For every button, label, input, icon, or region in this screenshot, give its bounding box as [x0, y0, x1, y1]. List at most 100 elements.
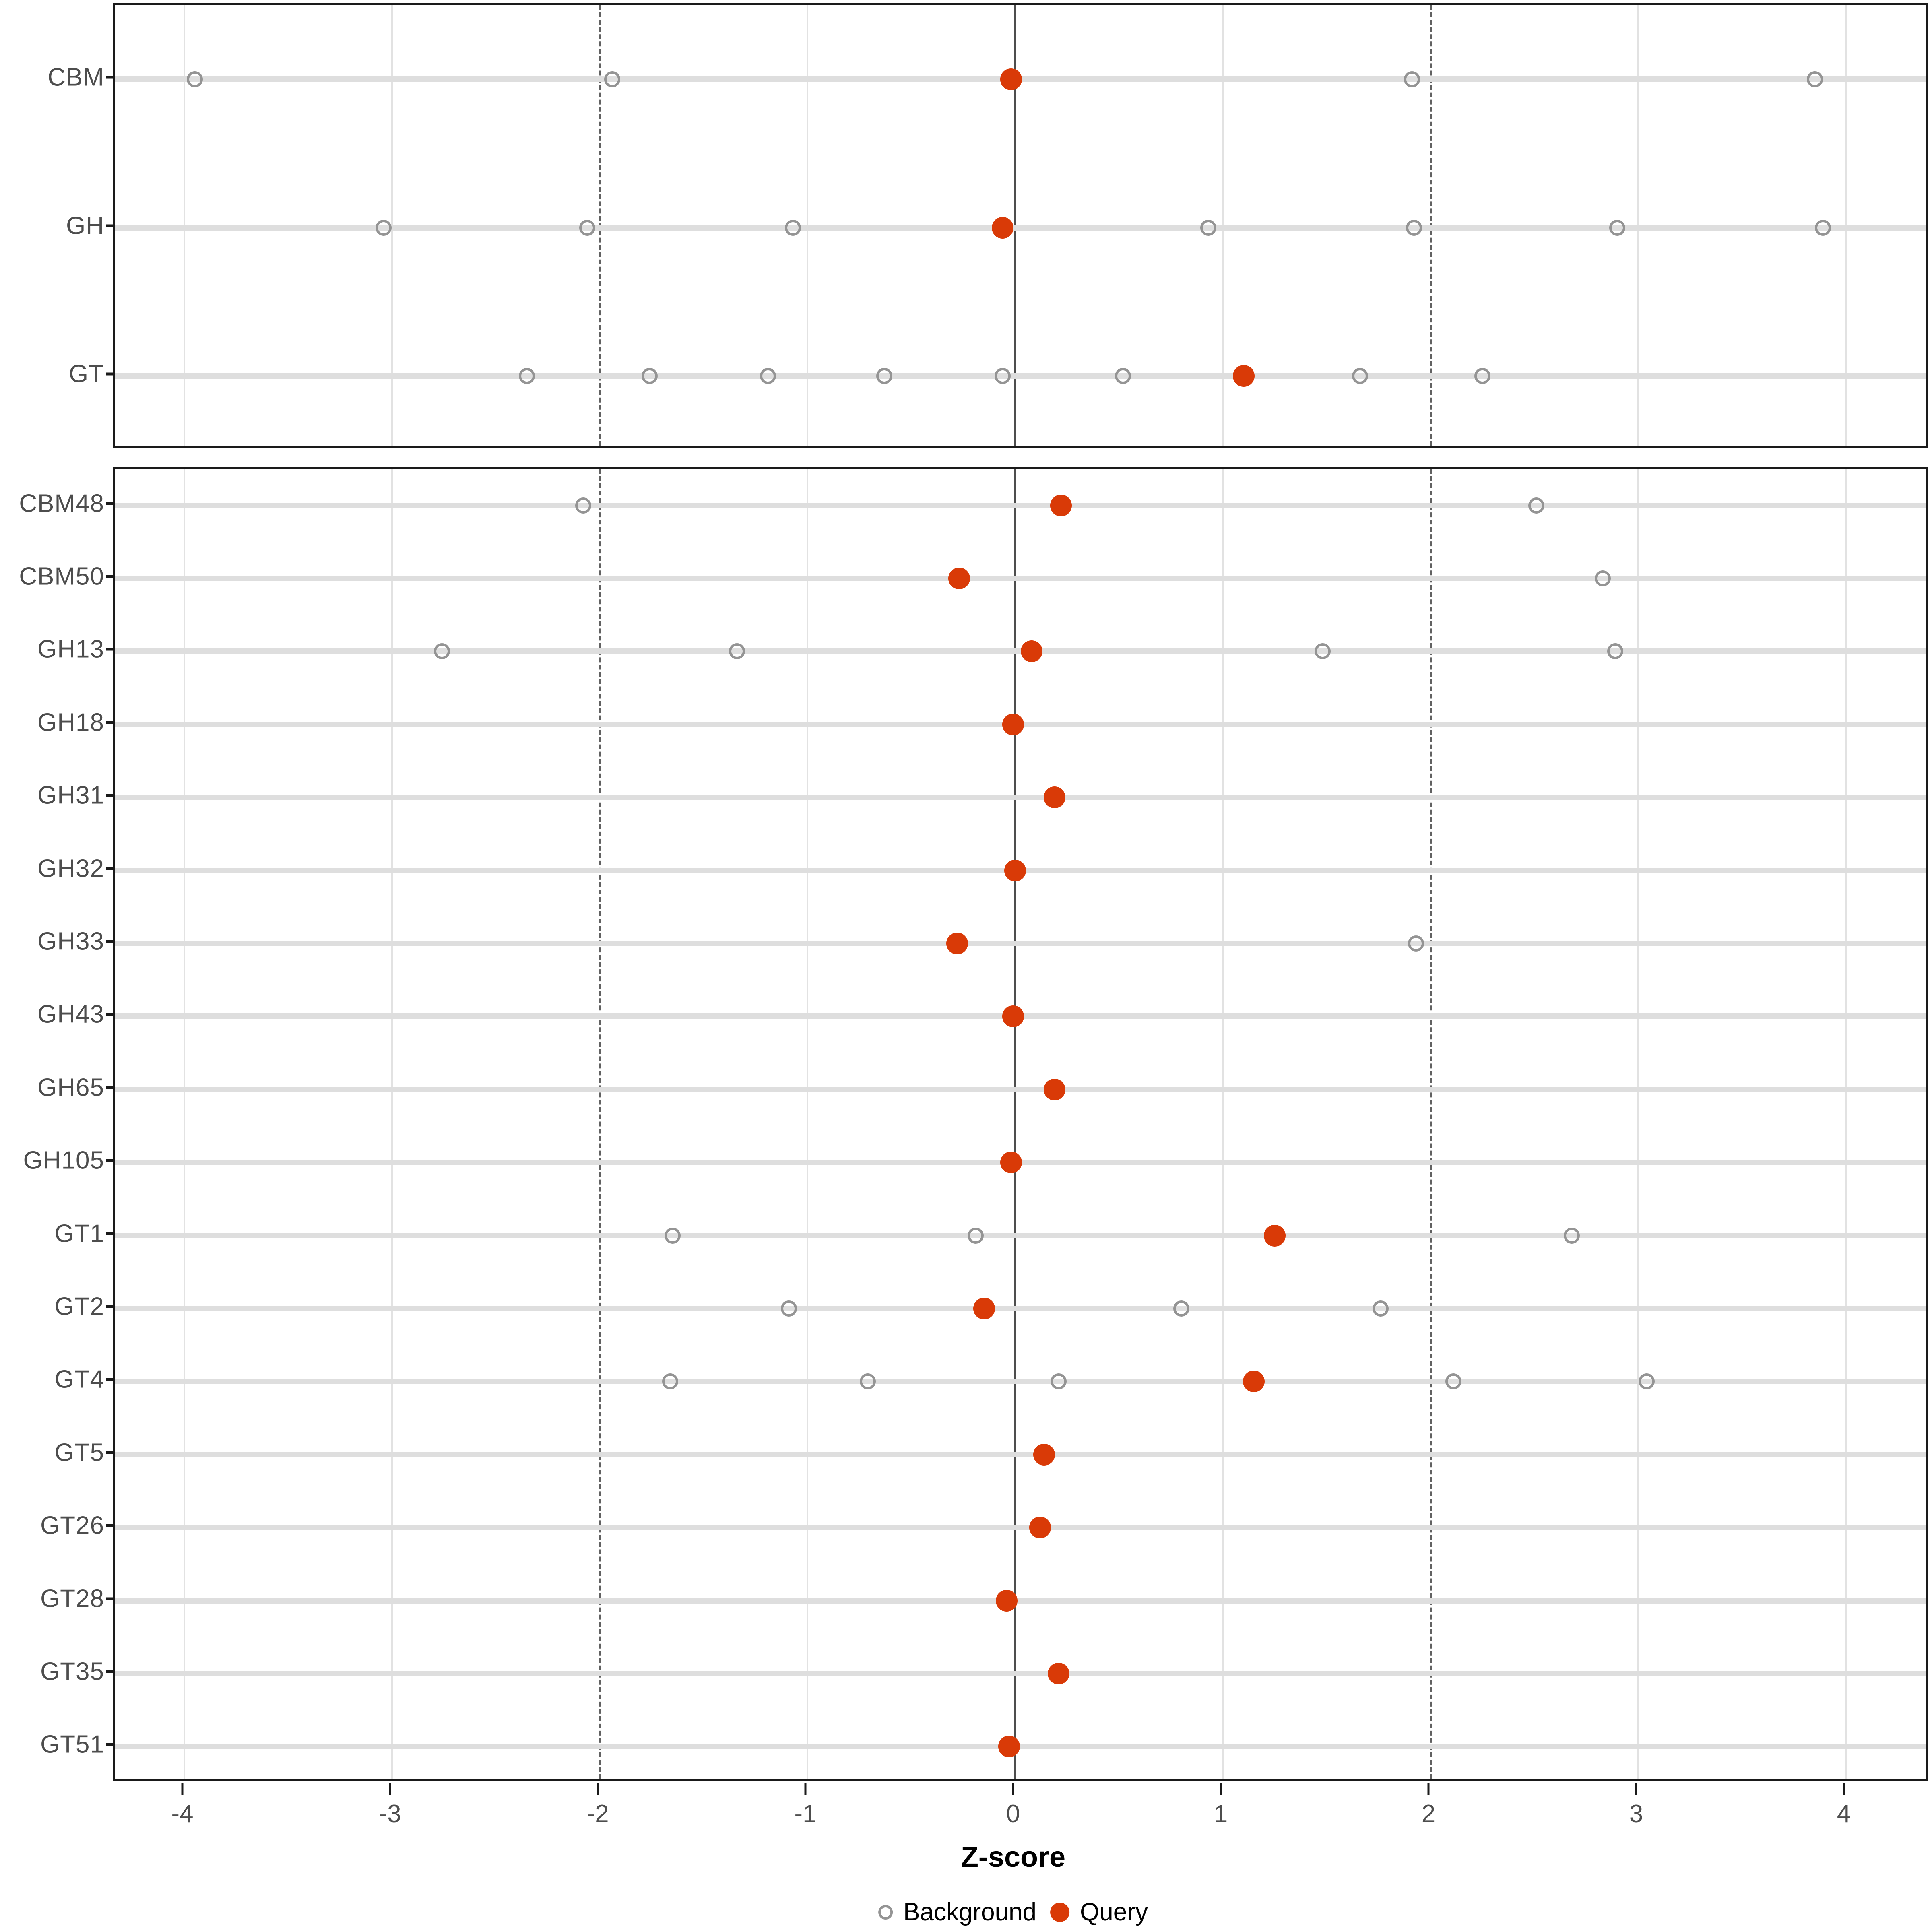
x-axis-tick-0: [1012, 1783, 1014, 1795]
x-axis-tick-label--2: -2: [586, 1800, 609, 1828]
cazyme-family-plot-area: [115, 469, 1926, 1779]
background-point-CBM: [186, 71, 203, 88]
y-axis-label-GT2: GT2: [54, 1292, 104, 1321]
background-point-GT: [760, 367, 776, 384]
y-axis-label-GH105: GH105: [23, 1146, 104, 1174]
gridline-z0: [1014, 469, 1016, 1779]
query-point-GT28: [996, 1589, 1018, 1612]
background-point-CBM48: [1528, 497, 1545, 514]
background-point-CBM: [1806, 71, 1823, 88]
background-point-GT2: [780, 1300, 797, 1317]
legend-item-query[interactable]: Query: [1050, 1898, 1148, 1926]
row-band-GH31: [115, 795, 1926, 801]
query-point-GT35: [1048, 1662, 1070, 1684]
x-axis-tick-label-0: 0: [1006, 1800, 1020, 1828]
background-point-GT: [876, 367, 892, 384]
legend-item-background[interactable]: Background: [878, 1898, 1036, 1926]
y-axis-tick-GT: [106, 372, 113, 376]
x-axis-tick-2: [1427, 1783, 1430, 1795]
background-point-GT4: [859, 1373, 876, 1390]
row-band-GH: [115, 225, 1926, 231]
background-point-GH13: [1314, 643, 1331, 660]
y-axis-label-GH: GH: [66, 212, 104, 239]
gridline-z-1: [807, 469, 808, 1779]
x-axis-tick-label-3: 3: [1629, 1800, 1643, 1828]
x-axis-tick--3: [389, 1783, 391, 1795]
y-axis-label-GH43: GH43: [37, 1000, 104, 1028]
chart-legend: Background Query: [878, 1898, 1148, 1926]
y-axis-tick-CBM: [106, 76, 113, 79]
x-axis-tick-label-4: 4: [1837, 1800, 1851, 1828]
background-point-GH: [1406, 219, 1422, 236]
query-point-GH18: [1002, 713, 1024, 735]
x-axis-tick-label-1: 1: [1214, 1800, 1228, 1828]
background-point-GT4: [1051, 1373, 1067, 1390]
gridline-z3: [1637, 469, 1639, 1779]
y-axis-label-CBM: CBM: [47, 63, 104, 91]
y-axis-tick-GT2: [106, 1305, 113, 1308]
y-axis-label-GT35: GT35: [40, 1657, 104, 1686]
y-axis-label-GH32: GH32: [37, 855, 104, 883]
x-axis-tick--1: [804, 1783, 807, 1795]
query-point-GT1: [1264, 1224, 1286, 1247]
row-band-GH33: [115, 941, 1926, 947]
x-axis-tick-label--3: -3: [379, 1800, 401, 1828]
background-point-GT2: [1373, 1300, 1389, 1317]
query-point-GT5: [1033, 1443, 1055, 1466]
y-axis-tick-GH33: [106, 940, 113, 943]
cazyme-family-panel: [113, 467, 1928, 1781]
background-point-GT4: [662, 1373, 679, 1390]
y-axis-label-GH65: GH65: [37, 1073, 104, 1102]
y-axis-tick-GH18: [106, 721, 113, 724]
query-point-GT26: [1029, 1517, 1051, 1539]
x-axis-tick-4: [1843, 1783, 1845, 1795]
row-band-GH65: [115, 1086, 1926, 1092]
y-axis-label-GT51: GT51: [40, 1730, 104, 1759]
y-axis-tick-CBM50: [106, 575, 113, 578]
y-axis-label-GH18: GH18: [37, 708, 104, 737]
background-point-GT: [995, 367, 1011, 384]
cazyme-class-plot-area: [115, 5, 1926, 446]
query-point-GT2: [973, 1297, 995, 1319]
background-point-GT4: [1445, 1373, 1461, 1390]
query-point-CBM50: [948, 568, 970, 590]
x-axis-tick-3: [1635, 1783, 1637, 1795]
cazyme-class-panel: [113, 3, 1928, 448]
y-axis-label-GH13: GH13: [37, 635, 104, 663]
query-point-GH13: [1021, 640, 1043, 663]
background-point-CBM48: [575, 497, 591, 514]
y-axis-label-GT26: GT26: [40, 1511, 104, 1540]
background-point-CBM: [604, 71, 620, 88]
y-axis-tick-GH: [106, 224, 113, 227]
background-point-GT1: [664, 1227, 681, 1244]
y-axis-tick-GH105: [106, 1159, 113, 1162]
row-band-GT: [115, 373, 1926, 379]
y-axis-label-GT1: GT1: [54, 1220, 104, 1248]
y-axis-tick-GT26: [106, 1524, 113, 1527]
gridline-z-3: [391, 469, 393, 1779]
background-point-GT4: [1638, 1373, 1655, 1390]
y-axis-label-GT4: GT4: [54, 1365, 104, 1393]
query-point-GT51: [998, 1736, 1020, 1758]
background-point-CBM: [1404, 71, 1420, 88]
x-axis-tick-label--1: -1: [794, 1800, 817, 1828]
gridline-z-4: [184, 469, 185, 1779]
x-axis-tick-label--4: -4: [171, 1800, 194, 1828]
y-axis-label-GH31: GH31: [37, 781, 104, 809]
x-axis-tick--4: [181, 1783, 184, 1795]
background-point-GT: [1474, 367, 1490, 384]
row-band-GT2: [115, 1305, 1926, 1311]
gridline-z4: [1845, 469, 1847, 1779]
background-point-GH33: [1408, 935, 1424, 952]
row-band-GT4: [115, 1379, 1926, 1385]
y-axis-label-GT: GT: [68, 360, 104, 388]
background-point-GH: [1200, 219, 1216, 236]
query-point-GH33: [946, 933, 968, 955]
row-band-GT5: [115, 1451, 1926, 1457]
y-axis-tick-GH31: [106, 794, 113, 797]
background-point-GT2: [1173, 1300, 1189, 1317]
background-point-GH13: [433, 643, 450, 660]
background-point-GH13: [729, 643, 745, 660]
x-axis-tick--2: [597, 1783, 599, 1795]
background-point-CBM50: [1595, 570, 1611, 587]
